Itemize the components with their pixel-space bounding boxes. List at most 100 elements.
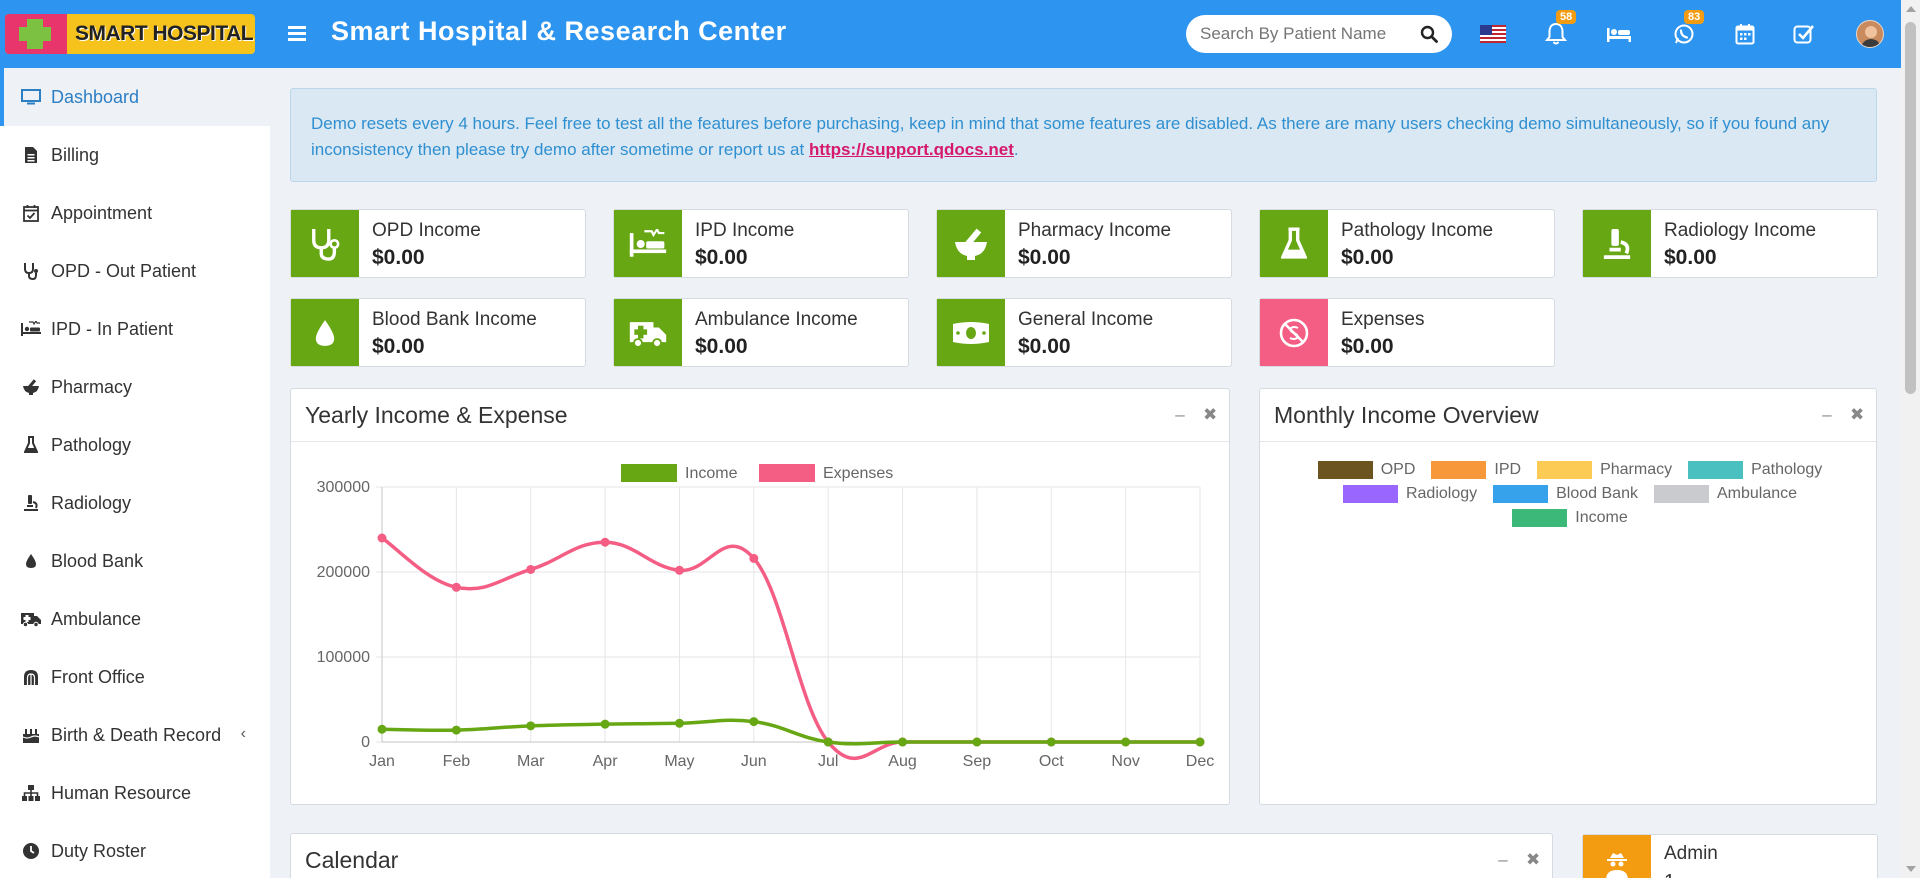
data-point (1121, 737, 1131, 747)
legend-label: Blood Bank (1556, 485, 1638, 502)
close-icon[interactable]: ✖ (1850, 405, 1865, 424)
user-secret-icon (1583, 835, 1651, 878)
whatsapp-icon[interactable]: 83 (1671, 10, 1705, 46)
bed-icon[interactable] (1606, 22, 1632, 46)
x-tick-label: Nov (1111, 753, 1139, 770)
card-label: General Income (1018, 309, 1154, 330)
sidebar-item-label: Radiology (51, 492, 132, 513)
sidebar-item-radiology[interactable]: Radiology (0, 474, 270, 532)
y-tick-label: 100000 (317, 649, 370, 666)
card-amount: $0.00 (1664, 246, 1717, 269)
user-avatar[interactable] (1856, 20, 1884, 48)
logo[interactable]: SMART HOSPITAL (5, 14, 255, 54)
alert-text: Demo resets every 4 hours. Feel free to … (311, 114, 1830, 159)
card-label: Pharmacy Income (1018, 220, 1172, 241)
legend-item[interactable]: Blood Bank (1493, 485, 1638, 503)
data-point (451, 582, 461, 592)
mortar-pestle-icon (937, 210, 1005, 277)
legend-label: Ambulance (1716, 485, 1798, 502)
sidebar-item-dashboard[interactable]: Dashboard (0, 68, 270, 126)
sidebar-item-pharmacy[interactable]: Pharmacy (0, 358, 270, 416)
ambulance-income-card[interactable]: Ambulance Income $0.00 (613, 298, 909, 367)
x-tick-label: Mar (517, 753, 545, 770)
sidebar-item-front-office[interactable]: Front Office (0, 648, 270, 706)
sidebar-item-ipd[interactable]: IPD - In Patient (0, 300, 270, 358)
card-label: Expenses (1341, 309, 1425, 330)
legend-swatch (1688, 461, 1744, 479)
sidebar-item-label: Billing (51, 144, 100, 165)
sidebar-item-human-resource[interactable]: Human Resource (0, 764, 270, 822)
demo-alert: Demo resets every 4 hours. Feel free to … (290, 88, 1877, 182)
no-money-icon (1260, 299, 1328, 366)
ipd-income-card[interactable]: IPD Income $0.00 (613, 209, 909, 278)
legend-item[interactable]: Pharmacy (1537, 461, 1672, 479)
task-checkbox-icon[interactable] (1791, 22, 1817, 46)
minimize-icon[interactable]: – (1498, 850, 1508, 869)
sidebar-item-opd[interactable]: OPD - Out Patient (0, 242, 270, 300)
opd-income-card[interactable]: OPD Income $0.00 (290, 209, 586, 278)
yearly-income-expense-panel: Yearly Income & Expense – ✖ Income Expens… (290, 388, 1230, 805)
x-tick-label: Jul (818, 753, 838, 770)
us-flag-icon[interactable] (1480, 22, 1506, 46)
monthly-chart-legend: OPD IPD Pharmacy Pathology Radiology Blood Ba… (1300, 461, 1840, 527)
sidebar-item-label: OPD - Out Patient (51, 260, 197, 281)
logo-cross-icon (5, 14, 67, 54)
data-point (823, 737, 833, 747)
sidebar-item-pathology[interactable]: Pathology (0, 416, 270, 474)
scroll-thumb[interactable] (1905, 22, 1916, 394)
chevron-left-icon[interactable]: ‹ (240, 725, 246, 742)
scroll-down-arrow-icon[interactable] (1906, 866, 1916, 872)
search-input[interactable] (1200, 24, 1400, 44)
menu-toggle-icon[interactable] (288, 20, 308, 48)
radiology-income-card[interactable]: Radiology Income $0.00 (1582, 209, 1878, 278)
card-amount: $0.00 (1018, 246, 1071, 269)
data-point (377, 724, 387, 734)
sidebar-item-appointment[interactable]: Appointment (0, 184, 270, 242)
sidebar-item-duty-roster[interactable]: Duty Roster (0, 822, 270, 878)
card-label: Radiology Income (1664, 220, 1817, 241)
bell-icon[interactable]: 58 (1543, 10, 1577, 46)
legend-item[interactable]: Pathology (1688, 461, 1822, 479)
notification-badge: 58 (1556, 10, 1577, 24)
expenses-card[interactable]: Expenses $0.00 (1259, 298, 1555, 367)
calendar-panel: Calendar – ✖ (290, 833, 1553, 878)
legend-item[interactable]: Ambulance (1653, 485, 1798, 503)
stethoscope-icon (291, 210, 359, 277)
microscope-icon (1583, 210, 1651, 277)
pathology-income-card[interactable]: Pathology Income $0.00 (1259, 209, 1555, 278)
sidebar-item-label: Blood Bank (51, 550, 144, 571)
legend-swatch (1493, 485, 1549, 503)
minimize-icon[interactable]: – (1175, 405, 1185, 424)
general-income-card[interactable]: General Income $0.00 (936, 298, 1232, 367)
money-bill-icon (937, 299, 1005, 366)
card-amount: $0.00 (695, 246, 748, 269)
support-link[interactable]: https://support.qdocs.net (808, 140, 1014, 159)
scroll-up-arrow-icon[interactable] (1906, 6, 1916, 12)
x-tick-label: Jan (369, 753, 395, 770)
x-tick-label: Aug (888, 753, 916, 770)
sidebar-item-blood-bank[interactable]: Blood Bank (0, 532, 270, 590)
sidebar-item-label: Ambulance (51, 608, 142, 629)
data-point (749, 553, 759, 563)
sidebar-item-billing[interactable]: Billing (0, 126, 270, 184)
x-tick-label: May (664, 753, 694, 770)
page-scrollbar[interactable] (1901, 0, 1920, 878)
procedures-icon (614, 210, 682, 277)
pharmacy-income-card[interactable]: Pharmacy Income $0.00 (936, 209, 1232, 278)
logo-text: SMART HOSPITAL (75, 22, 254, 45)
y-tick-label: 300000 (317, 479, 370, 496)
legend-item[interactable]: OPD (1317, 461, 1415, 479)
admin-staff-card[interactable]: Admin 1 (1582, 834, 1878, 878)
sidebar-item-birth-death[interactable]: Birth & Death Record ‹ (0, 706, 270, 764)
legend-item[interactable]: Income (1512, 509, 1628, 527)
blood-bank-income-card[interactable]: Blood Bank Income $0.00 (290, 298, 586, 367)
ambulance-icon (614, 299, 682, 366)
legend-item[interactable]: IPD (1431, 461, 1521, 479)
close-icon[interactable]: ✖ (1203, 405, 1218, 424)
search-icon[interactable] (1420, 25, 1438, 48)
sidebar-item-ambulance[interactable]: Ambulance (0, 590, 270, 648)
calendar-icon[interactable] (1732, 22, 1758, 46)
minimize-icon[interactable]: – (1822, 405, 1832, 424)
legend-item[interactable]: Radiology (1342, 485, 1477, 503)
close-icon[interactable]: ✖ (1526, 850, 1541, 869)
